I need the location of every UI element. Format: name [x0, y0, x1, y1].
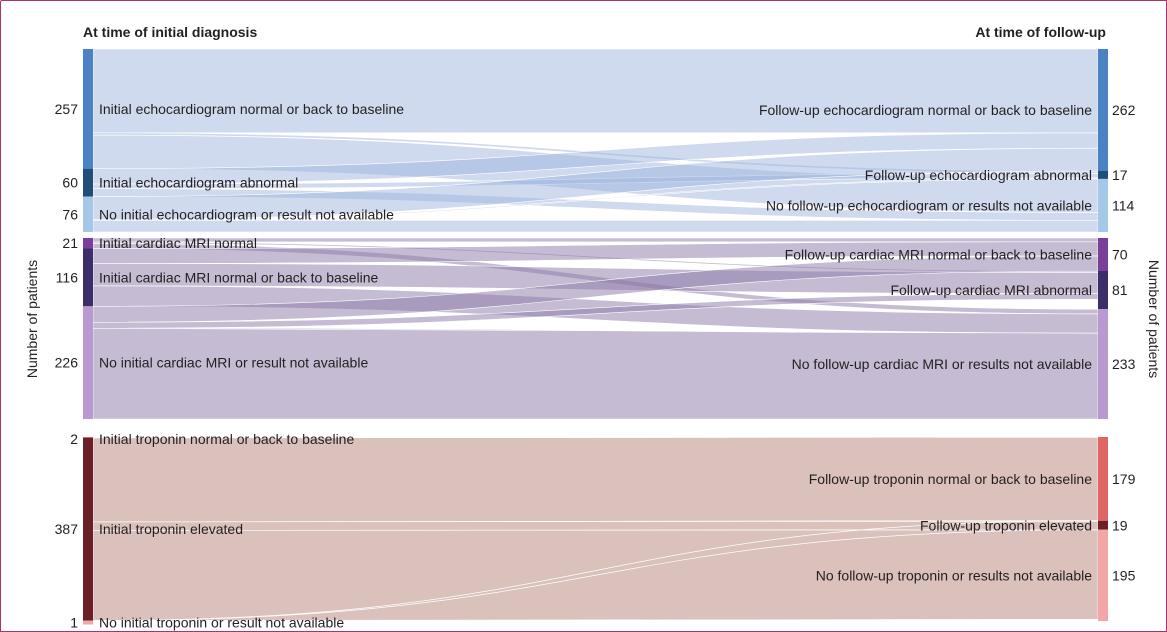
left-node-bar-1-1	[83, 248, 93, 307]
left-node-bar-0-0	[83, 49, 93, 169]
left-axis-label: Number of patients	[24, 260, 40, 378]
right-node-label-2-2: No follow-up troponin or results not ava…	[816, 567, 1092, 583]
right-node-value-1-0: 70	[1112, 246, 1128, 262]
right-node-label-0-2: No follow-up echocardiogram or results n…	[766, 197, 1092, 213]
flow-link-1-2-2	[92, 327, 1099, 420]
right-node-label-0-0: Follow-up echocardiogram normal or back …	[759, 102, 1092, 118]
left-node-bar-2-1	[83, 437, 93, 621]
flow-links	[92, 48, 1099, 622]
right-heading: At time of follow-up	[975, 24, 1106, 40]
left-node-label-0-2: No initial echocardiogram or result not …	[99, 206, 394, 222]
right-node-label-0-1: Follow-up echocardiogram abnormal	[865, 167, 1092, 183]
right-node-label-2-0: Follow-up troponin normal or back to bas…	[809, 471, 1092, 487]
node-bars	[83, 49, 1108, 625]
left-node-bar-0-1	[83, 168, 93, 197]
flow-link-0-0-0	[92, 48, 1099, 134]
right-node-value-0-1: 17	[1112, 167, 1128, 183]
left-node-label-2-1: Initial troponin elevated	[99, 521, 243, 537]
left-node-bar-1-0	[83, 238, 93, 249]
left-node-value-2-0: 2	[70, 431, 78, 447]
left-node-value-2-1: 387	[55, 521, 79, 537]
right-node-value-2-1: 19	[1112, 517, 1128, 533]
right-node-bar-0-1	[1098, 171, 1108, 179]
left-heading: At time of initial diagnosis	[83, 24, 257, 40]
right-node-label-1-0: Follow-up cardiac MRI normal or back to …	[785, 246, 1093, 262]
right-node-value-0-2: 114	[1112, 197, 1135, 213]
right-node-value-0-0: 262	[1112, 102, 1136, 118]
left-node-value-0-2: 76	[62, 206, 78, 222]
right-node-value-2-2: 195	[1112, 567, 1136, 583]
left-node-value-1-1: 116	[56, 269, 79, 285]
left-node-label-0-1: Initial echocardiogram abnormal	[99, 175, 298, 191]
left-node-bar-0-2	[83, 196, 93, 232]
left-node-bar-2-2	[83, 620, 93, 625]
right-node-value-2-0: 179	[1112, 471, 1136, 487]
right-node-bar-2-1	[1098, 520, 1108, 530]
left-node-label-0-0: Initial echocardiogram normal or back to…	[99, 101, 404, 117]
left-node-value-1-0: 21	[62, 235, 78, 251]
right-axis-label: Number of patients	[1146, 260, 1162, 378]
right-node-bar-2-2	[1098, 529, 1108, 621]
right-node-bar-1-2	[1098, 309, 1108, 419]
left-node-bar-1-2	[83, 306, 93, 419]
right-node-bar-0-0	[1098, 49, 1108, 171]
right-node-bar-1-0	[1098, 238, 1108, 271]
left-node-label-1-2: No initial cardiac MRI or result not ava…	[99, 355, 368, 371]
left-node-label-2-2: No initial troponin or result not availa…	[99, 615, 344, 631]
right-node-bar-2-0	[1098, 437, 1108, 521]
left-node-label-1-1: Initial cardiac MRI normal or back to ba…	[99, 269, 379, 285]
left-node-value-2-2: 1	[70, 615, 78, 631]
left-node-value-1-2: 226	[55, 355, 79, 371]
right-node-value-1-1: 81	[1112, 282, 1128, 298]
left-node-label-2-0: Initial troponin normal or back to basel…	[99, 431, 354, 447]
right-node-value-1-2: 233	[1112, 356, 1136, 372]
left-node-label-1-0: Initial cardiac MRI normal	[99, 235, 257, 251]
right-node-label-1-2: No follow-up cardiac MRI or results not …	[792, 356, 1093, 372]
right-node-label-2-1: Follow-up troponin elevated	[920, 517, 1092, 533]
left-node-value-0-0: 257	[55, 101, 79, 117]
left-node-value-0-1: 60	[62, 175, 78, 191]
right-node-bar-1-1	[1098, 270, 1108, 310]
node-labels: Initial echocardiogram normal or back to…	[55, 101, 1136, 631]
right-node-bar-0-2	[1098, 178, 1108, 232]
right-node-label-1-1: Follow-up cardiac MRI abnormal	[890, 282, 1092, 298]
